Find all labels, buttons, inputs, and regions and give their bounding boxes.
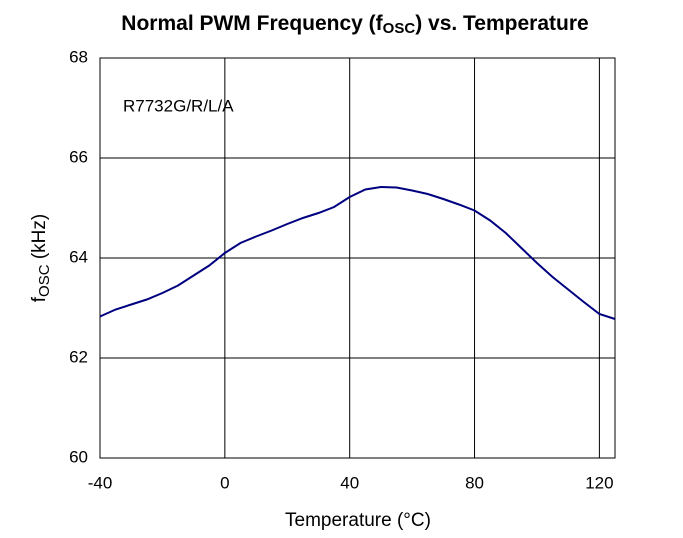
x-axis-label: Temperature (°C) bbox=[285, 510, 431, 531]
x-tick-label: -40 bbox=[88, 473, 113, 492]
y-axis-label: fOSC (kHz) bbox=[29, 214, 53, 302]
data-line bbox=[99, 185, 616, 320]
x-tick-label: 0 bbox=[220, 473, 229, 492]
x-tick-label: 40 bbox=[340, 473, 359, 492]
x-tick-label: 80 bbox=[465, 473, 484, 492]
y-tick-label: 64 bbox=[69, 247, 88, 266]
y-tick-label: 60 bbox=[69, 447, 88, 466]
ylabel-subscript: OSC bbox=[36, 264, 53, 297]
title-part: ) vs. Temperature bbox=[415, 12, 589, 35]
ylabel-part: f bbox=[29, 296, 50, 302]
chart-title: Normal PWM Frequency (fOSC) vs. Temperat… bbox=[121, 12, 588, 37]
y-tick-label: 68 bbox=[69, 47, 88, 66]
y-tick-label: 66 bbox=[69, 147, 88, 166]
x-tick-label: 120 bbox=[585, 473, 613, 492]
title-part: Normal PWM Frequency (f bbox=[121, 12, 383, 35]
title-subscript: OSC bbox=[383, 20, 416, 37]
ylabel-part: (kHz) bbox=[29, 214, 50, 265]
annotation: R7732G/R/L/A bbox=[123, 96, 234, 115]
y-tick-label: 62 bbox=[69, 347, 88, 366]
